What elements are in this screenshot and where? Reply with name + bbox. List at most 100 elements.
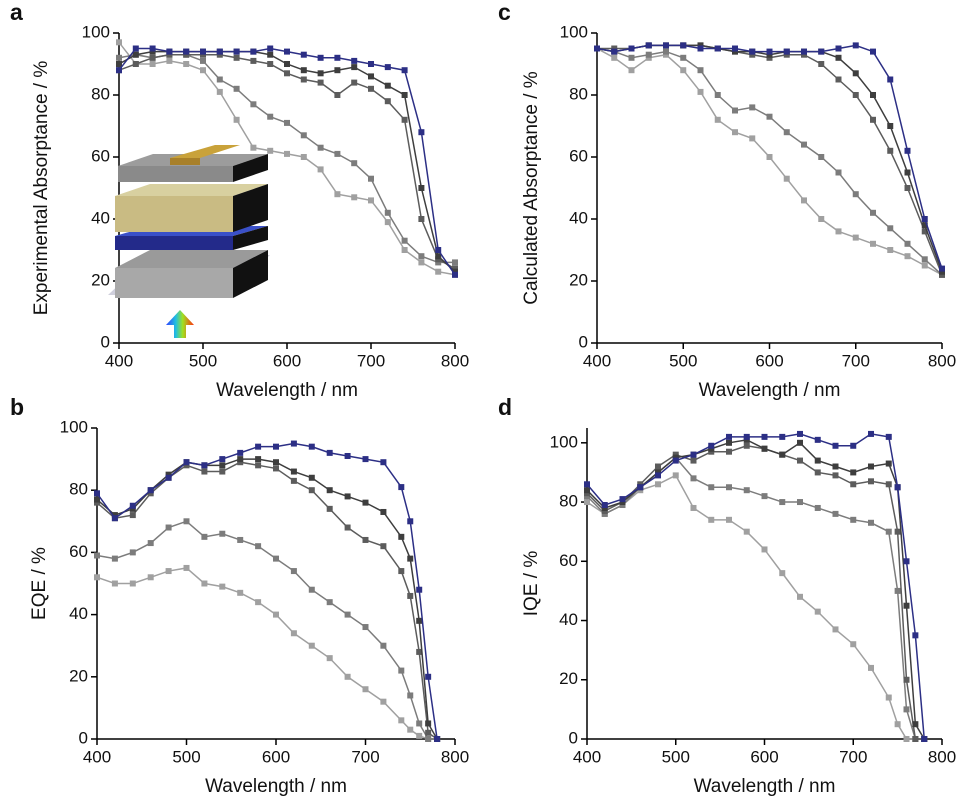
data-point — [368, 85, 374, 92]
data-point — [362, 624, 369, 631]
data-point — [850, 516, 857, 523]
data-point — [850, 442, 857, 449]
y-tick-label: 100 — [60, 417, 88, 436]
data-point — [903, 736, 910, 742]
gold-contact — [170, 145, 240, 158]
data-point — [351, 79, 358, 86]
data-point — [921, 262, 928, 269]
data-point — [219, 456, 226, 463]
y-tick-label: 100 — [82, 22, 110, 41]
data-point — [797, 593, 803, 600]
data-point — [761, 546, 768, 553]
data-point — [852, 191, 859, 198]
x-axis-title: Wavelength / nm — [216, 380, 358, 401]
data-point — [165, 568, 172, 575]
data-point — [111, 512, 118, 519]
data-point — [237, 459, 244, 466]
y-tick-label: 60 — [559, 551, 578, 570]
data-point — [912, 632, 919, 639]
data-point — [761, 493, 768, 500]
data-point — [237, 449, 244, 456]
data-point — [435, 247, 442, 253]
panel-label: c — [498, 0, 511, 25]
panel-label: b — [10, 394, 24, 420]
data-point — [362, 499, 369, 506]
data-point — [116, 67, 122, 74]
x-tick-label: 800 — [441, 351, 469, 370]
data-point — [380, 508, 387, 515]
x-axis-title: Wavelength / nm — [694, 776, 836, 797]
data-point — [783, 175, 790, 182]
data-point — [743, 442, 750, 449]
data-point — [116, 54, 122, 61]
data-point — [290, 468, 297, 475]
light-arrow — [166, 310, 194, 338]
data-point — [401, 247, 408, 253]
data-point — [584, 487, 590, 494]
data-point — [398, 568, 405, 575]
data-point — [384, 219, 391, 226]
data-point — [129, 505, 136, 512]
data-point — [885, 460, 892, 467]
data-point — [267, 61, 274, 67]
data-point — [887, 123, 894, 129]
x-axis-title: Wavelength / nm — [205, 776, 347, 797]
data-point — [250, 48, 257, 55]
data-point — [452, 259, 458, 266]
data-point — [645, 51, 652, 58]
y-axis-title: Calculated Absorptance / % — [521, 71, 542, 305]
x-tick-label: 500 — [662, 747, 690, 766]
data-point — [870, 209, 876, 216]
data-point — [749, 135, 756, 142]
data-point — [835, 45, 842, 52]
data-point — [418, 253, 425, 260]
data-point — [201, 533, 208, 540]
data-point — [334, 150, 341, 157]
data-point — [398, 484, 405, 491]
data-point — [435, 268, 442, 275]
data-point — [939, 271, 945, 278]
data-point — [384, 82, 391, 89]
data-point — [939, 265, 945, 272]
data-point — [726, 439, 732, 446]
data-point — [401, 237, 408, 244]
data-point — [401, 116, 408, 123]
data-point — [814, 436, 821, 443]
data-point — [308, 474, 315, 481]
x-tick-label: 600 — [273, 351, 301, 370]
data-point — [183, 48, 190, 55]
data-point — [216, 51, 223, 58]
data-point — [835, 169, 842, 176]
data-point — [416, 732, 423, 739]
data-point — [818, 61, 825, 67]
data-point — [149, 45, 156, 52]
data-point — [407, 555, 414, 562]
data-point — [317, 70, 324, 77]
data-point — [233, 54, 240, 61]
data-point — [94, 552, 100, 559]
data-point — [801, 141, 807, 148]
layer-glass-side — [233, 250, 268, 298]
data-point — [903, 602, 910, 609]
data-point — [672, 457, 679, 464]
data-point — [407, 518, 414, 525]
data-point — [368, 197, 374, 204]
data-point — [237, 589, 244, 596]
data-point — [273, 459, 279, 466]
x-tick-label: 500 — [172, 747, 200, 766]
data-point — [628, 45, 635, 52]
data-point — [425, 736, 432, 742]
series-line — [586, 433, 925, 740]
data-point — [380, 543, 387, 550]
data-point — [870, 116, 876, 123]
data-point — [726, 448, 732, 455]
data-point — [407, 726, 414, 733]
data-point — [116, 39, 122, 46]
data-point — [116, 61, 122, 67]
data-point — [111, 515, 118, 522]
data-point — [835, 76, 842, 83]
data-point — [425, 720, 432, 727]
data-point — [814, 469, 821, 476]
data-point — [300, 67, 307, 74]
data-point — [216, 76, 223, 83]
